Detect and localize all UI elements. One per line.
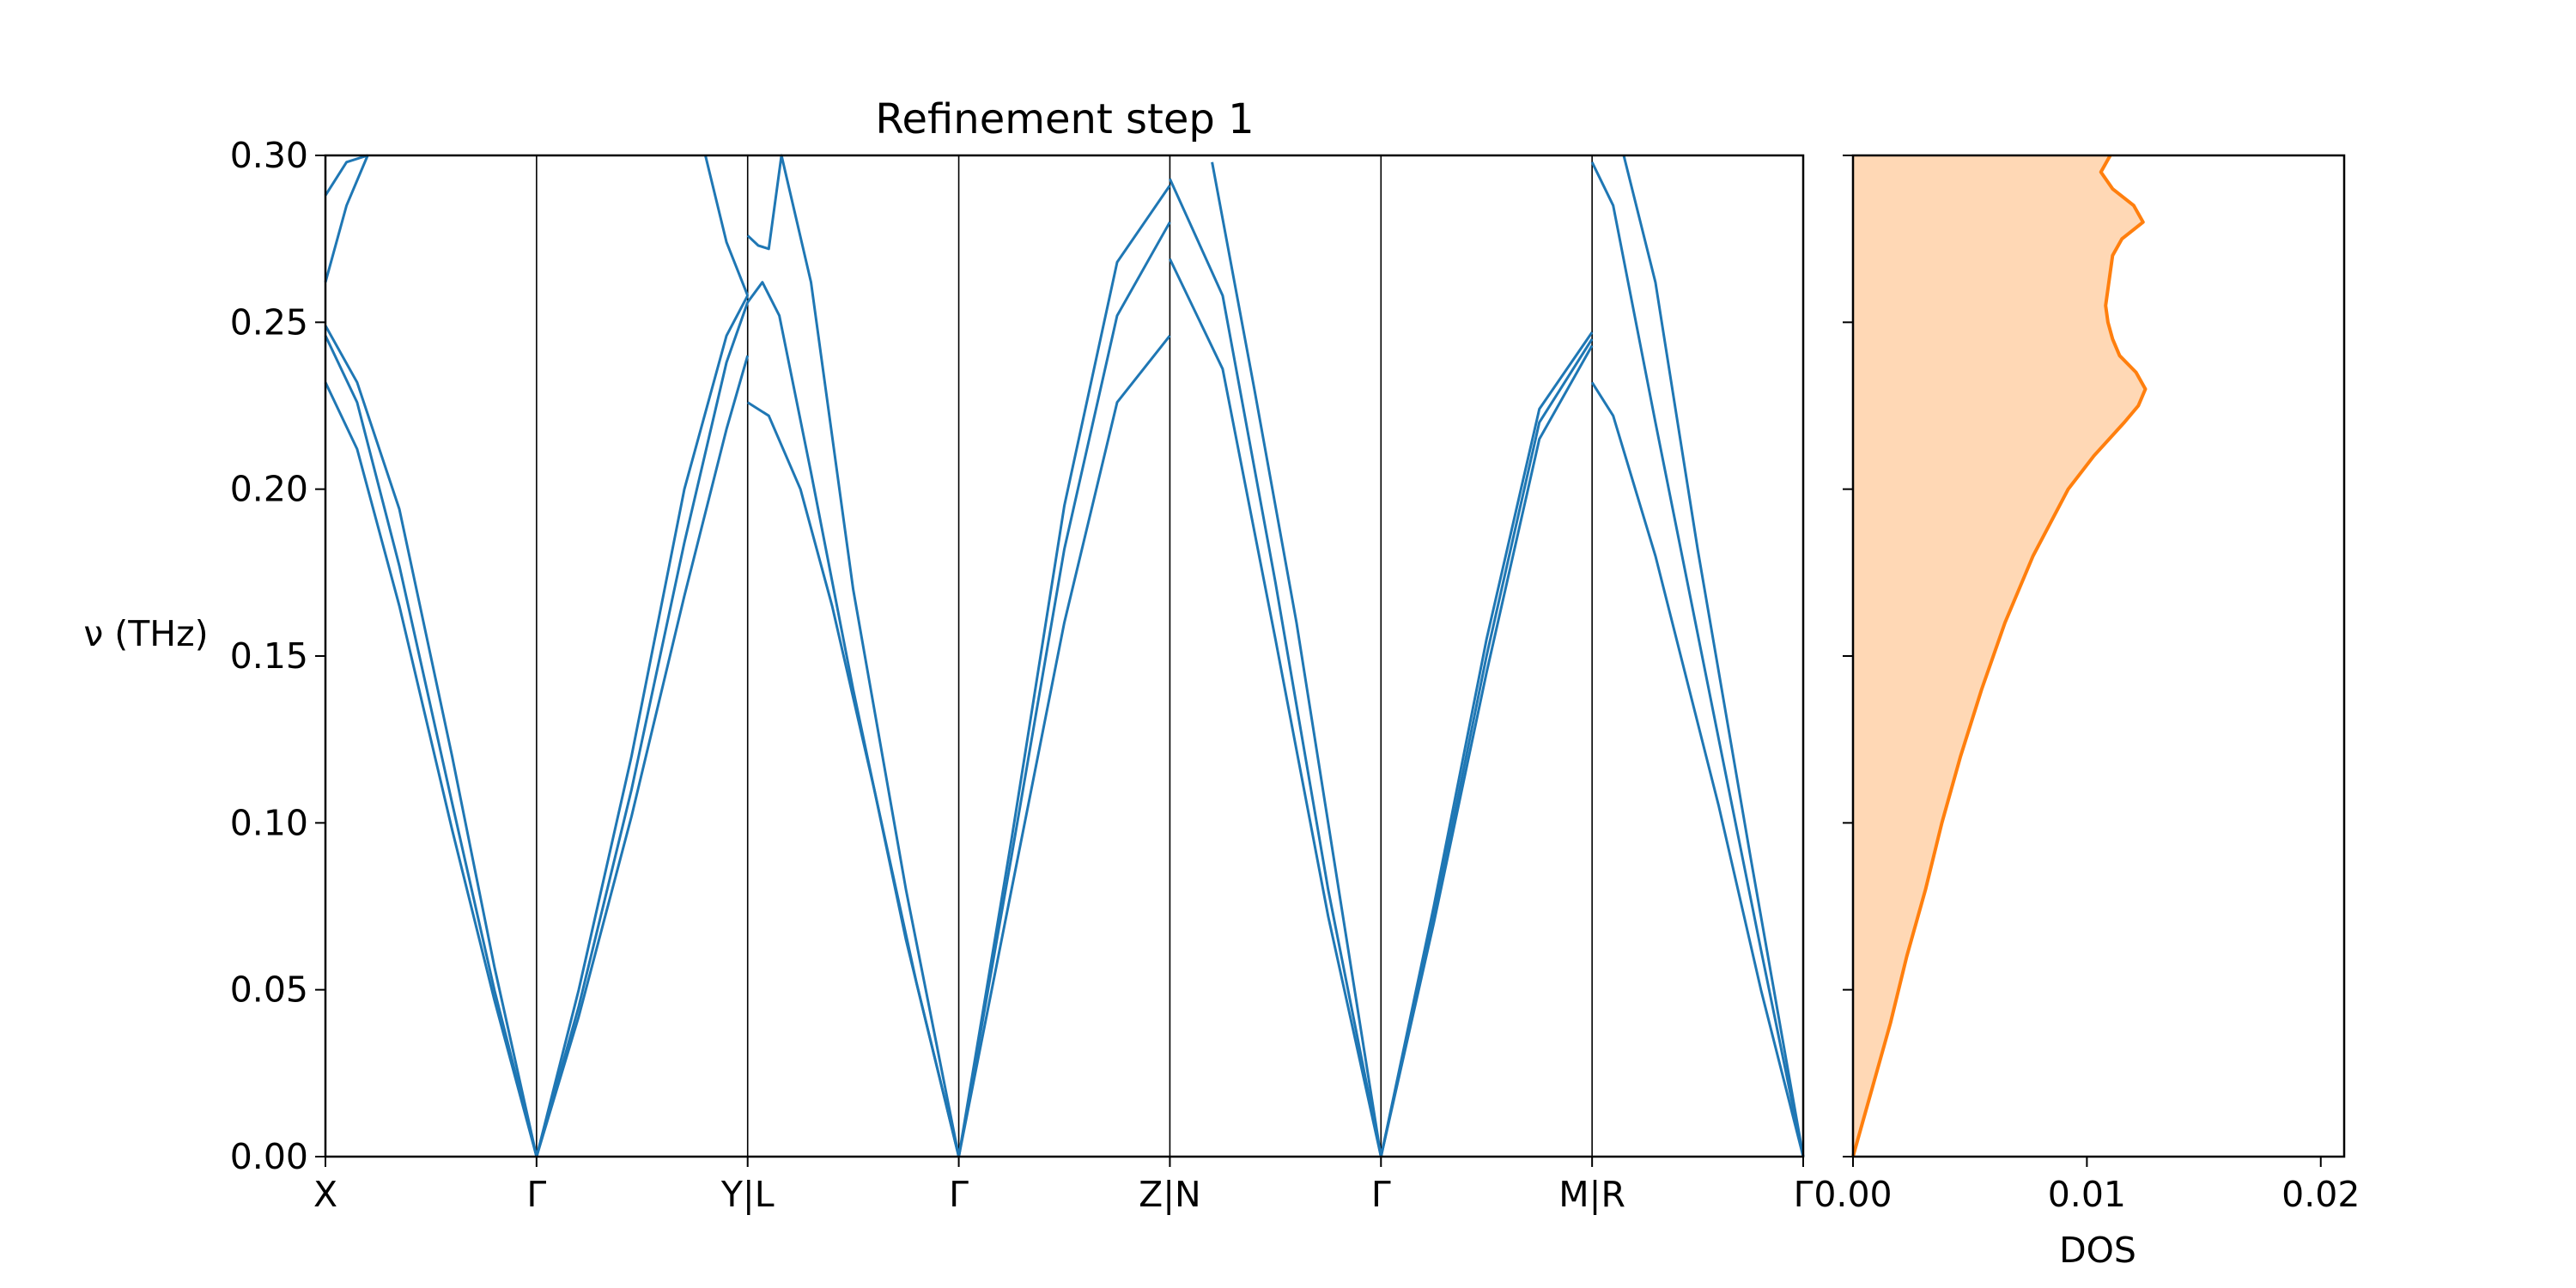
x-tick-label: Γ — [526, 1174, 546, 1215]
x-tick-label: Y|L — [720, 1174, 775, 1215]
band-curve — [957, 185, 1171, 1157]
band-curve — [1169, 178, 1382, 1157]
band-curve — [324, 155, 369, 283]
x-tick-label: X — [313, 1174, 337, 1215]
dos-x-axis-ticks: 0.00 0.01 0.02 — [1814, 1157, 2360, 1215]
dos-x-tick-label: 0.00 — [1814, 1174, 1892, 1215]
y-tick-label: 0.30 — [230, 135, 308, 176]
band-curve — [746, 281, 961, 1157]
band-curve — [1590, 161, 1805, 1157]
band-curve — [324, 381, 538, 1157]
band-curve — [324, 335, 538, 1157]
dos-plot-frame — [1851, 154, 2346, 1158]
band-curve — [1379, 344, 1594, 1157]
dos-x-tick-label: 0.02 — [2281, 1174, 2360, 1215]
band-curve — [324, 154, 368, 197]
band-structure-panel: Refinement step 1 ν (THz) 0.000.050.100.… — [83, 95, 1813, 1215]
band-curve — [1169, 258, 1382, 1157]
dos-fill — [1853, 155, 2146, 1157]
chart-title: Refinement step 1 — [875, 95, 1254, 143]
band-curve — [535, 295, 750, 1157]
x-tick-label: Z|N — [1139, 1174, 1201, 1215]
band-curve — [1211, 161, 1382, 1157]
band-curve — [957, 221, 1171, 1157]
y-tick-label: 0.10 — [230, 802, 308, 843]
dos-x-axis-label: DOS — [2059, 1230, 2136, 1271]
dos-panel: 0.00 0.01 0.02 DOS — [1814, 154, 2360, 1271]
y-tick-label: 0.15 — [230, 635, 308, 677]
y-tick-label: 0.20 — [230, 469, 308, 510]
y-axis-ticks: 0.00 0.05 0.10 0.15 0.20 0.25 0.30 — [230, 135, 325, 1177]
band-curve — [1590, 381, 1805, 1157]
band-curve — [324, 325, 538, 1157]
band-curve — [535, 301, 750, 1157]
y-axis-label: ν (THz) — [83, 613, 208, 654]
band-curve — [704, 155, 750, 296]
x-tick-label: Γ — [1794, 1174, 1814, 1215]
band-curve — [957, 334, 1171, 1157]
band-curve — [746, 154, 961, 1157]
x-tick-label: M|R — [1558, 1174, 1625, 1215]
band-curves — [324, 154, 1805, 1157]
y-tick-label: 0.25 — [230, 301, 308, 343]
band-curve — [535, 355, 750, 1157]
band-curve — [1379, 331, 1594, 1157]
dos-y-axis-ticks — [1843, 155, 1853, 1157]
y-tick-label: 0.05 — [230, 969, 308, 1011]
x-axis-ticks: X Γ Y|L Γ Z|N Γ M|R Γ — [313, 1157, 1814, 1215]
x-tick-label: Γ — [949, 1174, 969, 1215]
dos-curve — [1851, 155, 2148, 1157]
x-tick-label: Γ — [1371, 1174, 1391, 1215]
dos-area — [1851, 155, 2148, 1157]
band-plot-frame — [324, 154, 1805, 1158]
band-curve — [1622, 155, 1805, 1157]
high-symmetry-lines — [536, 155, 1593, 1157]
y-tick-label: 0.00 — [230, 1136, 308, 1177]
dos-x-tick-label: 0.01 — [2048, 1174, 2126, 1215]
